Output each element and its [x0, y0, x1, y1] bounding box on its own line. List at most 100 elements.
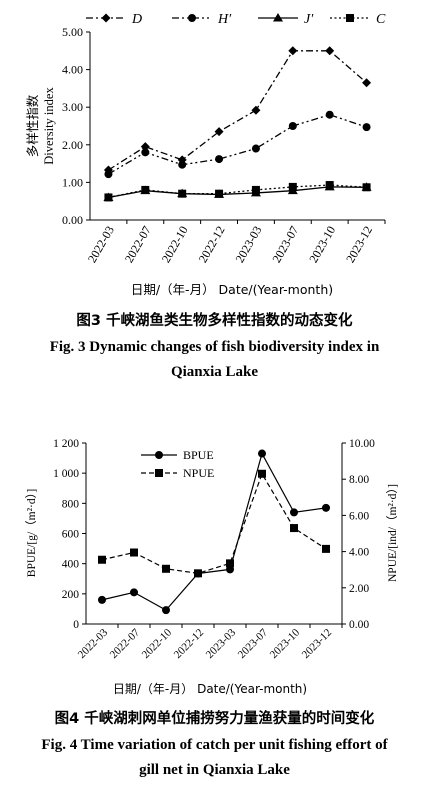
data-point [178, 189, 187, 198]
series-line [108, 50, 367, 171]
data-point [162, 564, 170, 573]
data-point [215, 189, 224, 198]
x-tick-label: 2022-03 [76, 626, 111, 661]
cpue-chart: 0 200 400 600 800 1 000 1 200 0.00 2.00 4.00 6.00 8… [25, 438, 399, 696]
legend-marker [273, 13, 283, 22]
left-y-tick-label: 0 [73, 619, 79, 631]
series-line [101, 472, 327, 574]
legend-marker [155, 469, 163, 477]
data-point [325, 46, 335, 56]
right-y-tick-label: 6.00 [349, 510, 369, 522]
figure3-caption-en-line2: Qianxia Lake [170, 364, 259, 380]
data-point [290, 508, 298, 517]
right-y-tick-label: 4.00 [349, 547, 369, 559]
legend-marker [188, 14, 196, 22]
x-tick-label: 2023-10 [268, 626, 303, 661]
data-point [215, 155, 224, 164]
figure4-caption-en-line2: gill net in Qianxia Lake [139, 762, 290, 778]
y-tick-label: 5.00 [62, 25, 83, 39]
legend-entry: D [86, 12, 142, 27]
x-tick-label: 2023-07 [236, 626, 271, 661]
data-point [162, 606, 170, 615]
figure3-caption-cn: 图3 千峡湖鱼类生物多样性指数的动态变化 [76, 313, 353, 329]
data-point [251, 185, 260, 194]
data-point [325, 181, 334, 190]
y-tick-label: 0.00 [62, 213, 83, 227]
left-y-tick-label: 200 [62, 589, 80, 601]
data-point [251, 105, 261, 115]
left-y-tick-label: 800 [62, 498, 80, 510]
legend-entry: NPUE [141, 466, 214, 480]
left-y-tick-label: 1 200 [53, 438, 79, 450]
legend-label: J′ [304, 12, 314, 27]
series-bpue [98, 449, 330, 615]
legend-marker [346, 14, 354, 22]
legend-entry: J′ [258, 12, 314, 27]
legend-entry: H′ [172, 12, 232, 27]
legend-label: NPUE [183, 466, 214, 480]
y-tick-label: 1.00 [62, 175, 83, 189]
data-point [290, 524, 298, 533]
y-tick-label: 2.00 [62, 138, 83, 152]
right-y-axis-label: NPUE/[ind/（m²·d）] [386, 484, 399, 582]
left-y-axis-label: BPUE/[g/（m²·d）] [25, 489, 38, 577]
y-axis-label-cn: 多样性指数 [25, 94, 40, 157]
legend-label: D [131, 12, 142, 27]
data-point [288, 182, 297, 191]
legend-label: BPUE [183, 448, 214, 462]
figure4-caption-en-line1: Fig. 4 Time variation of catch per unit … [41, 737, 388, 753]
data-point [322, 503, 330, 512]
data-point [104, 170, 113, 179]
data-point [362, 183, 371, 192]
data-point [288, 46, 298, 56]
data-point [130, 548, 138, 557]
data-point [325, 110, 334, 119]
legend-entry: BPUE [141, 448, 214, 462]
legend-entry: C [330, 12, 386, 27]
data-point [104, 193, 113, 202]
series-line [108, 186, 367, 199]
legend-marker [155, 451, 163, 459]
figure4-caption-cn: 图4 千峡湖刺网单位捕捞努力量渔获量的时间变化 [54, 711, 375, 727]
data-point [362, 123, 371, 132]
data-point [226, 565, 234, 574]
legend-label: C [376, 12, 386, 27]
data-point [141, 148, 150, 157]
series-3 [104, 181, 371, 202]
x-tick-label: 2022-10 [140, 626, 175, 661]
left-y-tick-label: 1 000 [53, 468, 79, 480]
y-tick-label: 4.00 [62, 63, 83, 77]
series-line [108, 184, 367, 199]
series-line [101, 451, 327, 611]
x-tick-label: 2022-07 [108, 626, 143, 661]
series-1 [104, 110, 371, 179]
x-axis-label: 日期/（年-月） Date/(Year-month) [113, 682, 307, 696]
data-point [226, 559, 234, 568]
data-point [214, 127, 224, 137]
x-tick-label: 2022-12 [172, 627, 206, 661]
right-y-tick-label: 8.00 [349, 474, 369, 486]
right-y-tick-label: 0.00 [349, 619, 369, 631]
data-point [251, 144, 260, 153]
legend-label: H′ [217, 12, 232, 27]
data-point [288, 122, 297, 130]
data-point [178, 160, 187, 169]
data-point [362, 78, 372, 88]
data-point [194, 569, 202, 578]
y-axis-label-en: Diversity index [42, 87, 56, 165]
data-point [140, 142, 150, 152]
x-tick-label: 2023-12 [300, 627, 334, 661]
y-tick-label: 3.00 [62, 100, 83, 114]
x-axis-label: 日期/（年-月） Date/(Year-month) [131, 282, 333, 297]
left-y-tick-label: 400 [62, 559, 80, 571]
data-point [98, 555, 106, 564]
data-point [141, 185, 150, 194]
figure3-caption-en-line1: Fig. 3 Dynamic changes of fish biodivers… [49, 339, 380, 355]
data-point [130, 588, 138, 597]
right-y-tick-label: 10.00 [349, 438, 375, 450]
legend-marker [101, 13, 111, 23]
data-point [258, 469, 266, 478]
x-tick-label: 2023-03 [204, 626, 239, 661]
data-point [322, 544, 330, 553]
